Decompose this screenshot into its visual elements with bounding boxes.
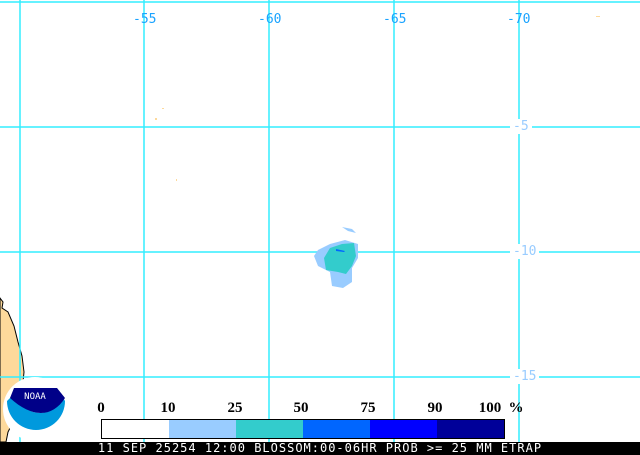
legend-tick: 25 <box>227 400 243 416</box>
legend-unit: % <box>508 400 524 416</box>
legend-swatch-3 <box>303 420 370 438</box>
legend-tick: 0 <box>97 400 105 416</box>
prob-25-50 <box>324 243 356 274</box>
lon-label: -70 <box>507 12 531 27</box>
prob-10-25-fragment <box>342 227 356 233</box>
legend-swatch-0 <box>102 420 169 438</box>
lon-label: -60 <box>258 12 282 27</box>
legend-tick: 100 <box>478 400 502 416</box>
grid-lines <box>0 0 640 442</box>
prob-50-75 <box>336 249 345 252</box>
lat-label: -15 <box>510 369 540 384</box>
lat-label: -5 <box>510 119 532 134</box>
legend-tick: 50 <box>293 400 309 416</box>
stray-specks <box>155 16 600 181</box>
lon-label: -55 <box>133 12 157 27</box>
probability-blob <box>314 227 358 288</box>
legend-swatch-2 <box>236 420 303 438</box>
legend-swatch-4 <box>370 420 437 438</box>
lat-label: -10 <box>510 244 540 259</box>
legend-tick: 90 <box>427 400 443 416</box>
legend-tick: 75 <box>360 400 376 416</box>
footer-caption: 11 SEP 25254 12:00 BLOSSOM:00-06HR PROB … <box>0 442 640 455</box>
lon-label: -65 <box>383 12 407 27</box>
logo-text: NOAA <box>24 392 46 402</box>
noaa-logo: NOAA <box>3 377 67 441</box>
legend-swatch-5 <box>437 420 504 438</box>
legend-tick: 10 <box>160 400 176 416</box>
legend-color-bar <box>101 419 505 439</box>
legend-swatch-1 <box>169 420 236 438</box>
